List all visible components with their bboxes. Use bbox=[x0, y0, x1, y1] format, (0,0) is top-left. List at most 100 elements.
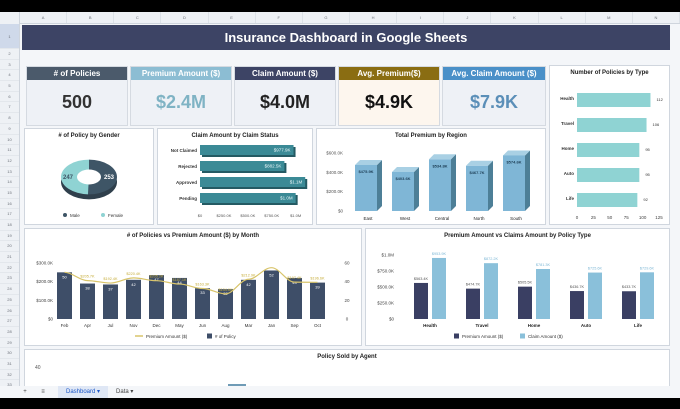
svg-text:0: 0 bbox=[576, 215, 579, 220]
column-header[interactable]: L bbox=[539, 12, 586, 23]
svg-text:$212.9K: $212.9K bbox=[241, 273, 256, 277]
month-chart-panel[interactable]: # of Policies vs Premium Amount ($) by M… bbox=[24, 228, 362, 346]
svg-text:# of Policy: # of Policy bbox=[215, 334, 237, 339]
column-header[interactable]: K bbox=[491, 12, 539, 23]
row-header[interactable]: 23 bbox=[0, 273, 19, 285]
svg-text:38: 38 bbox=[85, 286, 90, 291]
svg-text:$474.7K: $474.7K bbox=[466, 283, 481, 287]
svg-text:Life: Life bbox=[566, 196, 574, 201]
kpi-card: Avg. Claim Amount ($) $7.9K bbox=[442, 66, 546, 126]
row-header[interactable]: 19 bbox=[0, 231, 19, 242]
column-header[interactable]: E bbox=[209, 12, 256, 23]
row-header[interactable]: 10 bbox=[0, 135, 19, 146]
svg-text:42: 42 bbox=[246, 282, 251, 287]
row-header[interactable]: 15 bbox=[0, 188, 19, 199]
svg-text:Pending: Pending bbox=[179, 196, 197, 201]
row-header[interactable]: 21 bbox=[0, 252, 19, 263]
row-header[interactable]: 18 bbox=[0, 220, 19, 231]
all-sheets-button[interactable]: ≡ bbox=[41, 389, 45, 395]
row-header[interactable]: 5 bbox=[0, 81, 19, 92]
svg-text:247: 247 bbox=[63, 175, 74, 181]
kpi-value: $2.4M bbox=[155, 92, 207, 112]
kpi-value: $4.9K bbox=[364, 92, 414, 112]
row-header[interactable]: 2 bbox=[0, 49, 19, 60]
row-header[interactable]: 17 bbox=[0, 209, 19, 220]
svg-text:Premium Amount ($): Premium Amount ($) bbox=[462, 334, 504, 339]
svg-text:106: 106 bbox=[653, 122, 660, 127]
row-header[interactable]: 32 bbox=[0, 370, 19, 381]
row-header[interactable]: 3 bbox=[0, 60, 19, 71]
column-header[interactable]: D bbox=[161, 12, 209, 23]
row-header[interactable]: 31 bbox=[0, 359, 19, 370]
row-header[interactable]: 27 bbox=[0, 316, 19, 327]
row-header[interactable]: 20 bbox=[0, 241, 19, 253]
svg-text:$600.0K: $600.0K bbox=[326, 151, 343, 156]
row-header[interactable]: 28 bbox=[0, 327, 19, 338]
month-combo-chart: $0 $100.0K $200.0K $300.0K 0 20 40 60 50 Feb 38 Apr… bbox=[36, 261, 350, 340]
add-sheet-button[interactable]: + bbox=[23, 389, 27, 395]
row-header[interactable]: 7 bbox=[0, 102, 19, 114]
row-header[interactable]: 8 bbox=[0, 113, 19, 124]
premium-vs-claims-chart-panel[interactable]: Premium Amount vs Claims Amount by Polic… bbox=[365, 228, 670, 346]
policy-type-chart-panel[interactable]: Number of Policies by Type Health 112 Trav… bbox=[549, 65, 670, 225]
svg-text:50: 50 bbox=[62, 274, 67, 279]
svg-text:$205.2K: $205.2K bbox=[149, 275, 164, 279]
column-header[interactable]: J bbox=[444, 12, 492, 23]
column-header[interactable]: A bbox=[20, 12, 68, 23]
svg-text:West: West bbox=[400, 216, 411, 221]
svg-text:Not Claimed: Not Claimed bbox=[171, 148, 198, 153]
svg-text:92: 92 bbox=[643, 197, 648, 202]
svg-text:Health: Health bbox=[560, 96, 574, 101]
row-header[interactable]: 14 bbox=[0, 177, 19, 188]
column-header[interactable]: C bbox=[114, 12, 162, 23]
agent-chart-panel[interactable]: Policy Sold by Agent 40 bbox=[24, 349, 670, 390]
row-header[interactable]: 12 bbox=[0, 156, 19, 167]
column-header[interactable]: I bbox=[397, 12, 445, 23]
row-header[interactable]: 24 bbox=[0, 284, 19, 295]
column-header[interactable]: F bbox=[256, 12, 303, 23]
row-header[interactable]: 25 bbox=[0, 295, 19, 306]
svg-text:47: 47 bbox=[154, 277, 159, 282]
svg-text:25: 25 bbox=[591, 215, 597, 220]
column-header[interactable]: N bbox=[633, 12, 680, 23]
row-header[interactable]: 16 bbox=[0, 199, 19, 210]
kpi-card: Claim Amount ($) $4.0M bbox=[234, 66, 336, 126]
svg-text:$250.0K: $250.0K bbox=[216, 213, 231, 218]
svg-text:Travel: Travel bbox=[561, 121, 574, 126]
column-header[interactable]: B bbox=[67, 12, 115, 23]
row-header[interactable]: 9 bbox=[0, 124, 19, 135]
sheet-tab-data[interactable]: Data ▾ bbox=[108, 386, 141, 398]
claim-status-chart-panel[interactable]: Claim Amount by Claim Status Not Claimed… bbox=[157, 128, 313, 225]
column-header[interactable]: H bbox=[350, 12, 398, 23]
svg-text:$729.6K: $729.6K bbox=[640, 266, 655, 270]
row-header[interactable]: 30 bbox=[0, 348, 19, 359]
row-header[interactable]: 4 bbox=[0, 70, 19, 82]
svg-text:60: 60 bbox=[344, 261, 350, 266]
row-header[interactable]: 13 bbox=[0, 167, 19, 178]
sheet-tab-label: Dashboard bbox=[66, 389, 96, 395]
row-header[interactable]: 1 bbox=[0, 24, 19, 49]
chevron-down-icon[interactable]: ▾ bbox=[97, 389, 101, 395]
svg-text:95: 95 bbox=[645, 147, 650, 152]
row-header[interactable]: 26 bbox=[0, 306, 19, 317]
column-header[interactable]: G bbox=[303, 12, 350, 23]
svg-text:Travel: Travel bbox=[475, 323, 488, 328]
kpi-card: Avg. Premium($) $4.9K bbox=[338, 66, 440, 126]
column-header[interactable]: M bbox=[586, 12, 633, 23]
svg-text:May: May bbox=[175, 323, 184, 328]
sheet-tab-dashboard[interactable]: Dashboard ▾ bbox=[58, 386, 109, 398]
chevron-down-icon[interactable]: ▾ bbox=[130, 389, 134, 395]
row-header[interactable]: 29 bbox=[0, 338, 19, 349]
select-all-corner[interactable] bbox=[0, 12, 20, 24]
gender-chart-panel[interactable]: # of Policy by Gender 253 247 Male Female bbox=[24, 128, 154, 225]
region-chart-panel[interactable]: Total Premium by Region $0 $200.0K $400.0K… bbox=[316, 128, 546, 225]
svg-text:$436.7K: $436.7K bbox=[570, 285, 585, 289]
svg-text:Dec: Dec bbox=[152, 323, 161, 328]
svg-text:Home: Home bbox=[561, 146, 574, 151]
svg-text:33: 33 bbox=[200, 290, 205, 295]
row-header[interactable]: 11 bbox=[0, 145, 19, 156]
svg-text:Home: Home bbox=[528, 323, 541, 328]
row-header[interactable]: 22 bbox=[0, 263, 19, 274]
svg-text:$0: $0 bbox=[389, 317, 395, 322]
row-header[interactable]: 6 bbox=[0, 92, 19, 103]
